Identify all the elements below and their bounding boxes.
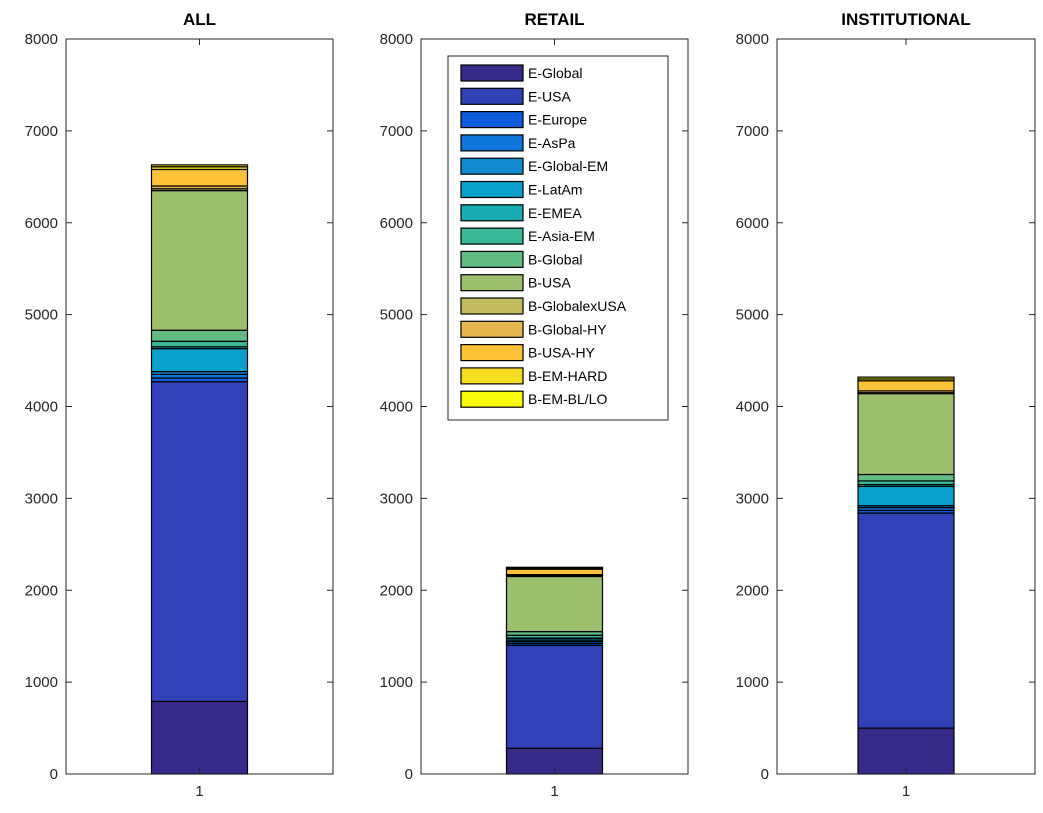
legend-swatch <box>460 274 524 292</box>
legend-swatch <box>460 297 524 315</box>
bar-segment-e-latam <box>857 485 955 507</box>
bar-segment-b-em-bl-lo <box>150 164 249 168</box>
y-tick-label: 3000 <box>736 490 769 507</box>
bar-segment-e-global <box>857 727 955 775</box>
bar-segment-b-usa <box>857 393 955 476</box>
y-tick-label: 0 <box>761 766 769 783</box>
legend-swatch <box>460 227 524 245</box>
legend-entry: E-USA <box>528 88 571 104</box>
y-tick-label: 2000 <box>25 582 58 599</box>
bar-segment-b-usa-hy <box>857 380 955 392</box>
y-tick-label: 0 <box>50 766 58 783</box>
y-tick-label: 1000 <box>25 674 58 691</box>
y-tick-label: 5000 <box>25 307 58 324</box>
bar-segment-b-em-bl-lo <box>505 566 604 569</box>
legend-swatch <box>460 134 524 152</box>
bar-segment-b-usa-hy <box>505 568 604 576</box>
x-tick-label: 1 <box>902 783 910 800</box>
legend-swatch <box>460 320 524 338</box>
legend-swatch <box>460 110 524 129</box>
y-tick-label: 2000 <box>380 582 413 599</box>
bar-segment-e-asia-em <box>150 340 249 348</box>
y-tick-label: 7000 <box>736 123 769 140</box>
y-tick-label: 5000 <box>380 307 413 324</box>
y-tick-label: 4000 <box>25 399 58 416</box>
bar-segment-b-global <box>150 329 249 342</box>
legend-entry: E-AsPa <box>528 135 576 151</box>
legend-swatch <box>460 180 524 199</box>
legend-entry: B-USA-HY <box>528 345 596 361</box>
y-tick-label: 3000 <box>25 490 58 507</box>
y-tick-label: 1000 <box>380 674 413 691</box>
legend-entry: E-Europe <box>528 112 587 128</box>
bar-segment-e-latam <box>150 348 249 373</box>
panel-2: 1 0 1000 2000 3000 4000 5000 6000 7000 8000 INSTIT… <box>736 10 1036 800</box>
x-tick-label: 1 <box>195 783 203 800</box>
legend-entry: B-EM-HARD <box>528 368 607 384</box>
legend-entry: E-EMEA <box>528 205 582 221</box>
legend-entry: B-GlobalexUSA <box>528 298 627 314</box>
bar-segment-b-usa <box>505 575 604 633</box>
panel-1: 1 0 1000 2000 3000 4000 5000 6000 7000 8000 RETAIL… <box>380 10 689 800</box>
legend-swatch <box>460 367 524 385</box>
y-tick-label: 8000 <box>380 31 413 48</box>
y-tick-label: 8000 <box>736 31 769 48</box>
legend-entry: E-Global-EM <box>528 158 608 174</box>
bar-segment-e-global <box>150 700 249 775</box>
legend-swatch <box>460 344 524 362</box>
legend-entry: E-Asia-EM <box>528 228 595 244</box>
legend-swatch <box>460 250 524 268</box>
axes-box <box>420 38 689 775</box>
bar-segment-e-usa <box>150 381 249 703</box>
legend-entry: E-Global <box>528 65 582 81</box>
legend-swatch <box>460 87 524 105</box>
bar-segment-b-global <box>857 473 955 482</box>
y-tick-label: 7000 <box>25 123 58 140</box>
y-tick-label: 6000 <box>736 215 769 232</box>
axes-box <box>776 38 1036 775</box>
legend-swatch <box>460 390 524 408</box>
legend-swatch <box>460 157 524 175</box>
legend-swatch <box>460 204 524 222</box>
y-tick-label: 7000 <box>380 123 413 140</box>
legend-entry: E-LatAm <box>528 182 582 198</box>
chart-title: RETAIL <box>524 10 584 29</box>
y-tick-label: 8000 <box>25 31 58 48</box>
chart-title: INSTITUTIONAL <box>841 10 970 29</box>
bar-segment-e-usa <box>857 512 955 729</box>
bar-segment-e-usa <box>505 644 604 749</box>
x-tick-label: 1 <box>550 783 558 800</box>
legend-entry: B-USA <box>528 275 571 291</box>
legend-swatch <box>460 64 524 82</box>
legend: E-Global E-USA E-Europe E-AsPa E-Global-EM E-… <box>447 55 669 421</box>
y-tick-label: 1000 <box>736 674 769 691</box>
y-tick-label: 4000 <box>380 399 413 416</box>
legend-entry: B-Global-HY <box>528 321 607 337</box>
panel-0: 1 0 1000 2000 3000 4000 5000 6000 7000 8000 ALL <box>25 10 334 800</box>
bar-segment-b-usa-hy <box>150 168 249 187</box>
y-tick-label: 6000 <box>380 215 413 232</box>
y-tick-label: 0 <box>405 766 413 783</box>
bar-segment-b-em-bl-lo <box>857 376 955 380</box>
y-tick-label: 6000 <box>25 215 58 232</box>
y-tick-label: 5000 <box>736 307 769 324</box>
axes-box <box>65 38 334 775</box>
chart-title: ALL <box>183 10 216 29</box>
bar-segment-b-usa <box>150 189 249 331</box>
y-tick-label: 3000 <box>380 490 413 507</box>
y-tick-label: 4000 <box>736 399 769 416</box>
legend-entry: B-EM-BL/LO <box>528 391 607 407</box>
legend-entry: B-Global <box>528 251 582 267</box>
y-tick-label: 2000 <box>736 582 769 599</box>
